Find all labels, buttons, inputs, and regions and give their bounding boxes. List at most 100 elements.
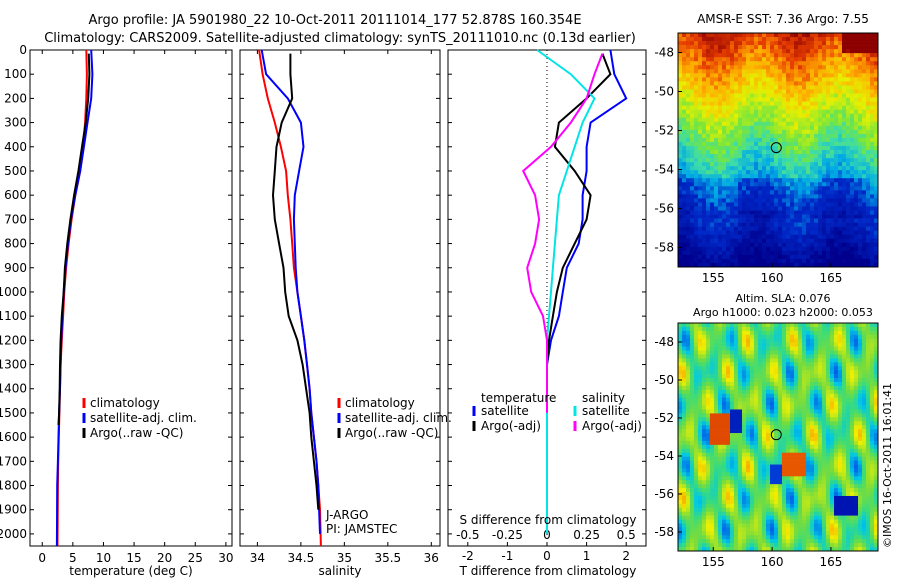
map-cell — [730, 246, 735, 252]
map-cell — [870, 452, 875, 457]
map-cell — [806, 121, 811, 127]
map-cell — [866, 69, 871, 74]
map-cell — [758, 129, 763, 135]
map-cell — [714, 444, 719, 450]
map-cell — [690, 437, 695, 442]
map-cell — [850, 222, 855, 227]
map-cell — [842, 230, 847, 236]
map-cell — [742, 69, 747, 74]
map-cell — [722, 358, 727, 363]
map-cell — [722, 210, 727, 215]
map-cell — [842, 226, 847, 231]
map-cell — [758, 162, 763, 167]
map-cell — [678, 93, 683, 98]
map-cell — [678, 370, 683, 375]
map-cell — [858, 81, 863, 86]
map-cell — [746, 218, 751, 223]
map-cell — [734, 397, 739, 402]
map-cell — [754, 178, 759, 183]
map-cell — [718, 182, 723, 187]
map-cell — [842, 437, 847, 442]
map-cell — [778, 81, 783, 86]
map-cell — [790, 206, 795, 211]
map-cell — [802, 421, 807, 426]
map-cell — [698, 456, 703, 461]
map-cell — [834, 405, 839, 410]
map-cell — [698, 178, 703, 183]
map-cell — [750, 33, 755, 38]
map-cell — [738, 210, 743, 215]
map-cell — [774, 397, 779, 402]
map-cell — [786, 206, 791, 211]
map-cell — [762, 53, 767, 58]
map-cell — [874, 226, 879, 231]
map-cell — [866, 226, 871, 231]
map-cell — [770, 230, 775, 236]
map-cell — [766, 45, 771, 50]
map-cell — [786, 254, 791, 260]
map-cell — [858, 101, 863, 106]
map-cell — [870, 145, 875, 151]
map-cell — [762, 206, 767, 211]
map-cell — [874, 323, 879, 328]
map-cell — [698, 125, 703, 131]
map-cell — [770, 105, 775, 110]
map-cell — [790, 57, 795, 62]
map-cell — [722, 374, 727, 379]
map-cell — [702, 198, 707, 203]
map-cell — [686, 141, 691, 147]
map-cell — [814, 254, 819, 260]
map-cell — [714, 234, 719, 240]
map-cell — [694, 429, 699, 434]
map-cell — [866, 117, 871, 123]
map-cell — [762, 354, 767, 359]
map-cell — [714, 378, 719, 383]
map-cell — [690, 105, 695, 110]
map-cell — [706, 238, 711, 244]
map-cell — [762, 57, 767, 62]
map-cell — [786, 97, 791, 102]
map-cell — [798, 326, 803, 332]
map-cell — [742, 125, 747, 131]
map-cell — [866, 186, 871, 191]
map-cell — [858, 437, 863, 442]
map-cell — [870, 456, 875, 461]
map-cell — [866, 330, 871, 336]
map-cell — [770, 194, 775, 199]
map-cell — [734, 326, 739, 332]
map-cell — [730, 85, 735, 90]
map-cell — [734, 242, 739, 248]
map-cell — [710, 452, 715, 457]
map-cell — [678, 178, 683, 183]
map-cell — [834, 37, 839, 42]
map-cell — [838, 218, 843, 223]
map-cell — [738, 444, 743, 450]
map-cell — [842, 117, 847, 123]
map-cell — [834, 440, 839, 446]
map-cell — [790, 53, 795, 58]
s-tick-label: 0.5 — [617, 528, 636, 542]
map-cell — [758, 222, 763, 227]
map-cell — [834, 41, 839, 46]
map-cell — [678, 53, 683, 58]
map-cell — [854, 49, 859, 54]
map-cell — [730, 210, 735, 215]
map-cell — [678, 133, 683, 139]
map-cell — [798, 230, 803, 236]
map-cell — [762, 117, 767, 123]
map-cell — [810, 89, 815, 94]
map-cell — [774, 162, 779, 167]
map-cell — [742, 323, 747, 328]
map-cell — [850, 69, 855, 74]
map-cell — [678, 405, 683, 410]
map-cell — [818, 145, 823, 151]
map-cell — [722, 444, 727, 450]
map-cell — [782, 210, 787, 215]
map-cell — [706, 452, 711, 457]
map-cell — [862, 162, 867, 167]
map-cell — [714, 226, 719, 231]
map-cell — [698, 41, 703, 46]
map-cell — [782, 437, 787, 442]
map-cell — [862, 429, 867, 434]
map-cell — [754, 448, 759, 454]
